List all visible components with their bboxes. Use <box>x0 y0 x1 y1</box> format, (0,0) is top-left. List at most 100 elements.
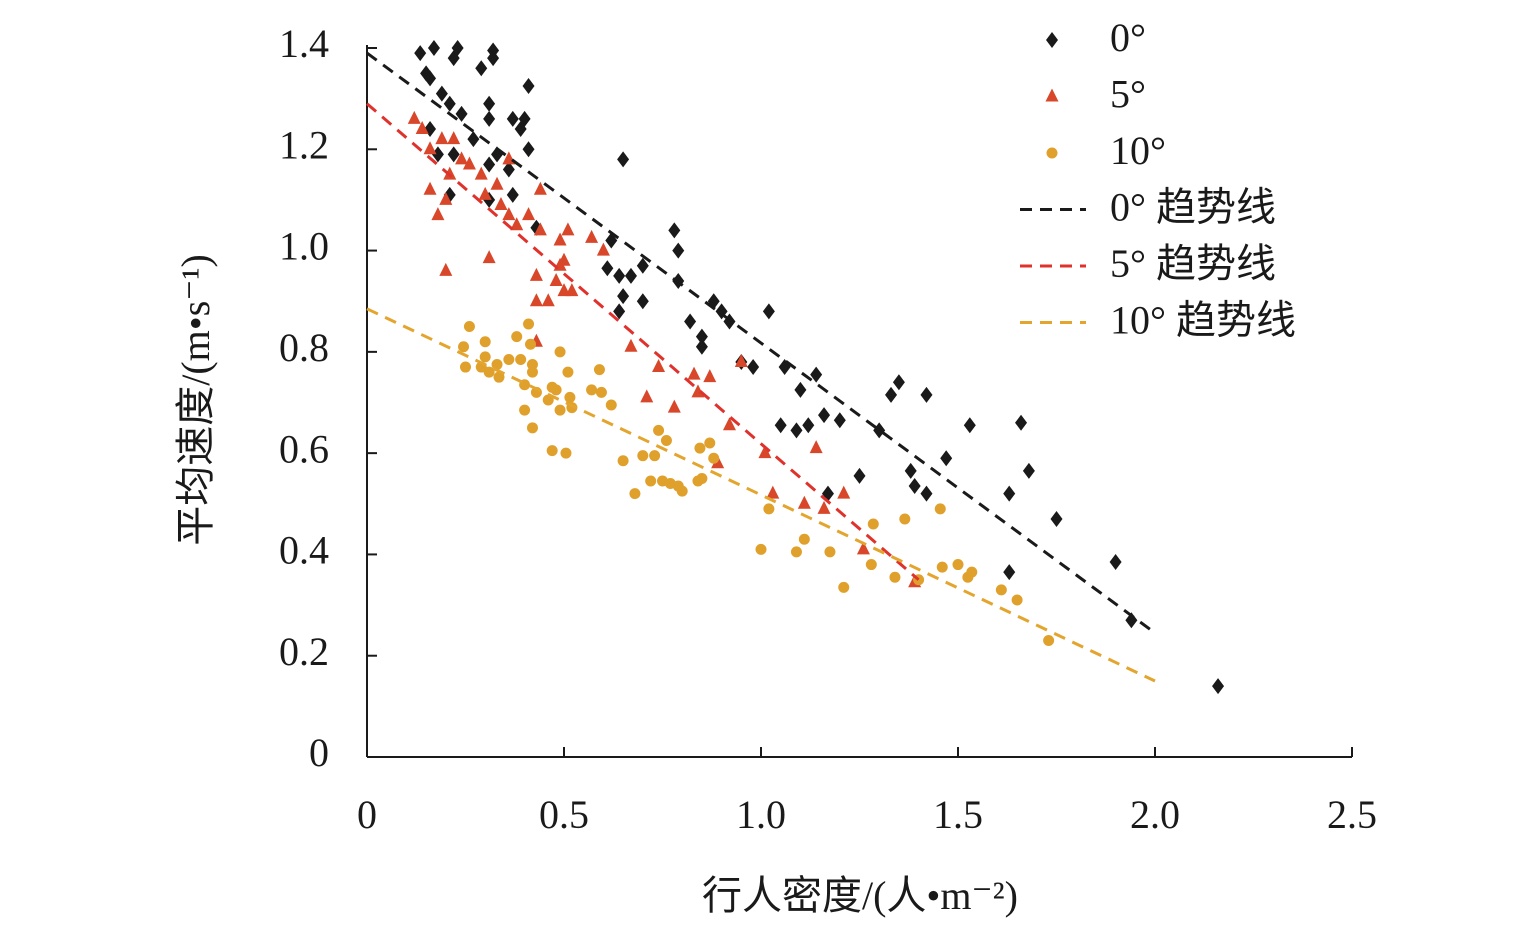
legend-marker <box>1046 32 1058 48</box>
point <box>506 186 519 203</box>
point <box>636 293 649 310</box>
legend-label: 10° 趋势线 <box>1110 298 1296 343</box>
point <box>1003 485 1016 502</box>
point <box>435 131 449 145</box>
point <box>660 434 672 446</box>
point <box>810 366 823 383</box>
point <box>414 45 427 62</box>
point <box>565 283 579 297</box>
point <box>526 366 538 378</box>
point <box>483 110 496 127</box>
y-tick-label: 1.0 <box>279 224 329 269</box>
point <box>995 584 1007 596</box>
trend-line <box>366 307 1156 683</box>
point <box>645 475 657 487</box>
point <box>704 437 716 449</box>
point <box>515 353 527 365</box>
point <box>624 267 637 284</box>
point <box>747 359 760 376</box>
point <box>435 85 448 102</box>
point <box>824 546 836 558</box>
point <box>934 503 946 515</box>
point <box>533 222 547 236</box>
point <box>920 386 933 403</box>
point <box>920 485 933 502</box>
point <box>502 207 516 221</box>
point <box>562 366 574 378</box>
legend-marker <box>1046 147 1058 159</box>
point <box>439 262 453 276</box>
point <box>892 374 905 391</box>
point <box>546 445 558 457</box>
point <box>550 384 562 396</box>
x-tick-label: 2.5 <box>1327 792 1377 837</box>
x-tick-label: 0.5 <box>539 792 589 837</box>
point <box>407 110 421 124</box>
y-tick-label: 1.4 <box>279 21 329 66</box>
point <box>585 229 599 243</box>
point <box>595 386 607 398</box>
legend-label: 0° 趋势线 <box>1110 185 1276 230</box>
point <box>676 485 688 497</box>
point <box>636 257 649 274</box>
point <box>649 450 661 462</box>
y-tick-label: 0.4 <box>279 528 329 573</box>
y-tick-label: 1.2 <box>279 122 329 167</box>
point <box>554 404 566 416</box>
point <box>1022 462 1035 479</box>
point <box>519 404 531 416</box>
point <box>596 242 610 256</box>
point <box>865 559 877 571</box>
y-tick-label: 0.6 <box>279 426 329 471</box>
point <box>526 422 538 434</box>
point <box>797 495 811 509</box>
point <box>687 366 701 380</box>
point <box>963 417 976 434</box>
point <box>1015 414 1028 431</box>
point <box>640 389 654 403</box>
point <box>936 561 948 573</box>
point <box>443 95 456 112</box>
point <box>561 222 575 236</box>
point <box>506 110 519 127</box>
point <box>514 121 527 138</box>
point <box>694 442 706 454</box>
point <box>431 146 444 163</box>
point <box>553 232 567 246</box>
point <box>523 318 535 330</box>
point <box>427 40 440 56</box>
point <box>541 293 555 307</box>
point <box>856 541 870 555</box>
legend-label: 5° 趋势线 <box>1110 241 1276 286</box>
point <box>652 359 666 373</box>
point <box>966 566 978 578</box>
point <box>447 146 460 163</box>
point <box>637 450 649 462</box>
point <box>586 384 598 396</box>
point <box>478 186 492 200</box>
point <box>817 500 831 514</box>
point <box>774 417 787 434</box>
point <box>533 181 547 195</box>
point <box>798 533 810 545</box>
x-tick-label: 1.5 <box>933 792 983 837</box>
point <box>853 467 866 484</box>
point <box>653 424 665 436</box>
point <box>809 440 823 454</box>
point <box>431 207 445 221</box>
point <box>447 131 461 145</box>
legend-label: 0° <box>1110 15 1146 60</box>
legend-marker <box>1045 88 1059 102</box>
x-tick-label: 1.0 <box>736 792 786 837</box>
point <box>415 121 429 135</box>
point <box>838 581 850 593</box>
point <box>593 364 605 376</box>
point <box>529 293 543 307</box>
point <box>708 452 720 464</box>
y-tick-label: 0.2 <box>279 629 329 674</box>
y-tick-label: 0 <box>309 730 329 775</box>
legend-label: 10° <box>1110 128 1166 173</box>
point <box>758 445 772 459</box>
point <box>455 151 469 165</box>
point <box>629 488 641 500</box>
